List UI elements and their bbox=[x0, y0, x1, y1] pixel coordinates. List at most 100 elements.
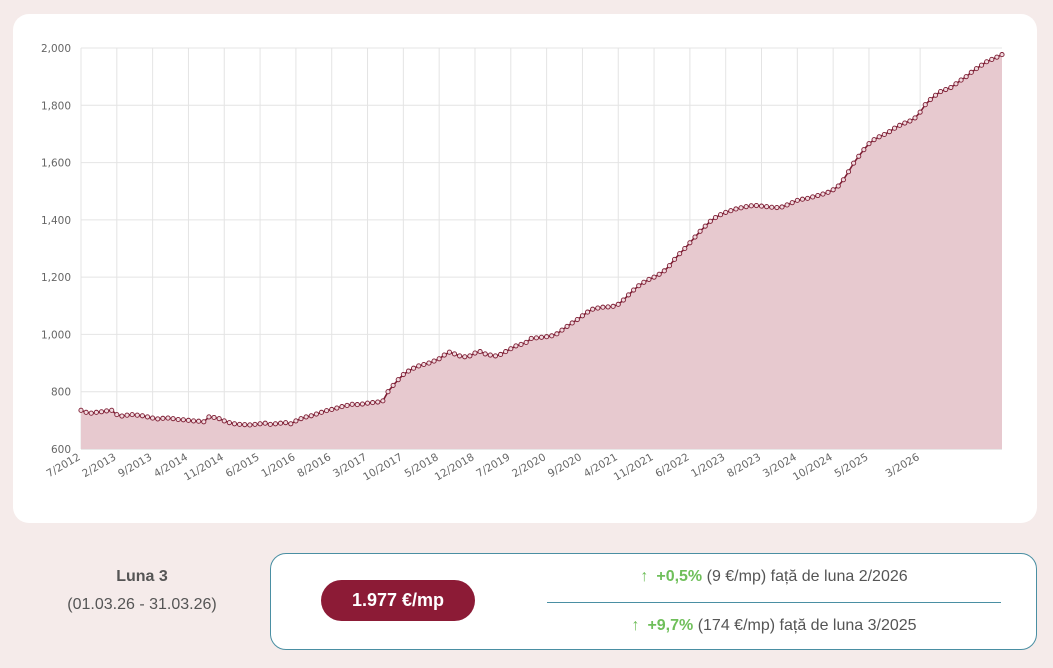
x-tick-label: 8/2023 bbox=[725, 451, 763, 480]
data-point bbox=[620, 297, 626, 303]
data-point bbox=[119, 413, 125, 419]
data-point bbox=[840, 177, 846, 183]
data-point bbox=[78, 407, 84, 413]
data-point bbox=[334, 405, 340, 411]
data-point bbox=[574, 316, 580, 323]
data-point bbox=[892, 125, 898, 131]
data-point bbox=[789, 200, 795, 206]
x-tick-label: 2/2013 bbox=[80, 451, 118, 480]
data-point bbox=[518, 341, 524, 348]
data-point bbox=[984, 59, 990, 65]
data-point bbox=[252, 421, 258, 427]
price-stats-card: 1.977 €/mp ↑ +0,5% (9 €/mp) față de luna … bbox=[270, 553, 1037, 650]
data-point bbox=[600, 304, 606, 310]
data-point bbox=[498, 351, 504, 358]
y-tick-label: 1,200 bbox=[41, 272, 71, 284]
data-point bbox=[492, 353, 499, 359]
x-tick-label: 8/2016 bbox=[295, 451, 333, 480]
data-point bbox=[329, 406, 335, 413]
data-point bbox=[104, 408, 110, 414]
data-point bbox=[636, 283, 642, 289]
divider bbox=[547, 602, 1001, 603]
x-tick-label: 10/2017 bbox=[361, 451, 405, 483]
data-point bbox=[150, 415, 156, 421]
data-point bbox=[160, 415, 166, 421]
x-tick-label: 5/2025 bbox=[832, 451, 870, 480]
data-point bbox=[835, 183, 841, 189]
data-point bbox=[748, 203, 754, 209]
data-point bbox=[585, 309, 591, 315]
data-point bbox=[395, 377, 401, 383]
data-point bbox=[247, 422, 253, 428]
data-point bbox=[206, 414, 212, 420]
monthly-change-text: față de luna 2/2026 bbox=[770, 568, 908, 585]
data-point bbox=[666, 263, 672, 269]
data-point bbox=[293, 418, 299, 424]
data-point bbox=[221, 418, 227, 424]
data-point bbox=[298, 416, 304, 422]
data-point bbox=[431, 358, 437, 364]
x-tick-label: 10/2024 bbox=[791, 451, 835, 483]
data-point bbox=[753, 202, 759, 209]
data-point bbox=[712, 215, 719, 221]
data-point bbox=[927, 97, 933, 103]
data-point bbox=[886, 129, 892, 135]
data-point bbox=[774, 204, 780, 211]
data-point bbox=[288, 421, 294, 427]
data-point bbox=[973, 66, 979, 72]
data-point bbox=[646, 276, 652, 282]
data-point bbox=[994, 54, 1000, 60]
data-point bbox=[109, 407, 115, 413]
data-point bbox=[707, 218, 713, 224]
data-point bbox=[907, 118, 913, 124]
data-point bbox=[98, 409, 105, 415]
data-point bbox=[441, 352, 447, 358]
period-info: Luna 3 (01.03.26 - 31.03.26) bbox=[40, 568, 244, 614]
data-point bbox=[692, 234, 698, 240]
data-point bbox=[242, 422, 248, 428]
data-point bbox=[559, 327, 565, 333]
data-point bbox=[180, 417, 186, 423]
data-point bbox=[467, 353, 473, 359]
data-point bbox=[375, 399, 381, 405]
yearly-change: ↑ +9,7% (174 €/mp) față de luna 3/2025 bbox=[547, 617, 1001, 635]
data-point bbox=[702, 223, 708, 229]
data-point bbox=[523, 339, 529, 346]
data-point bbox=[272, 421, 278, 427]
period-range: (01.03.26 - 31.03.26) bbox=[67, 596, 217, 613]
data-point bbox=[861, 147, 867, 153]
data-point bbox=[216, 416, 222, 422]
y-tick-label: 600 bbox=[51, 444, 71, 456]
data-point bbox=[922, 102, 928, 108]
data-point bbox=[124, 412, 130, 418]
data-point bbox=[318, 409, 325, 415]
data-point bbox=[825, 189, 831, 195]
data-point bbox=[999, 52, 1005, 58]
data-point bbox=[308, 413, 314, 419]
data-point bbox=[349, 401, 355, 407]
y-tick-label: 1,600 bbox=[41, 158, 71, 170]
data-point bbox=[758, 203, 765, 209]
data-point bbox=[175, 416, 181, 423]
data-point bbox=[201, 419, 207, 425]
data-point bbox=[677, 251, 683, 257]
data-point bbox=[339, 404, 345, 410]
data-point bbox=[651, 274, 657, 280]
data-point bbox=[237, 421, 243, 427]
data-point bbox=[313, 411, 319, 417]
data-point bbox=[231, 421, 238, 427]
data-point bbox=[544, 334, 550, 340]
data-point bbox=[631, 287, 637, 293]
data-point bbox=[390, 382, 396, 388]
data-point bbox=[830, 187, 836, 193]
data-point bbox=[564, 323, 570, 329]
data-point bbox=[416, 363, 422, 369]
data-point bbox=[851, 160, 857, 166]
data-point bbox=[871, 137, 877, 143]
data-point bbox=[114, 412, 120, 418]
x-tick-label: 9/2013 bbox=[116, 451, 154, 480]
data-point bbox=[978, 62, 985, 68]
data-point bbox=[989, 56, 995, 63]
data-point bbox=[656, 271, 662, 277]
data-point bbox=[661, 268, 667, 274]
